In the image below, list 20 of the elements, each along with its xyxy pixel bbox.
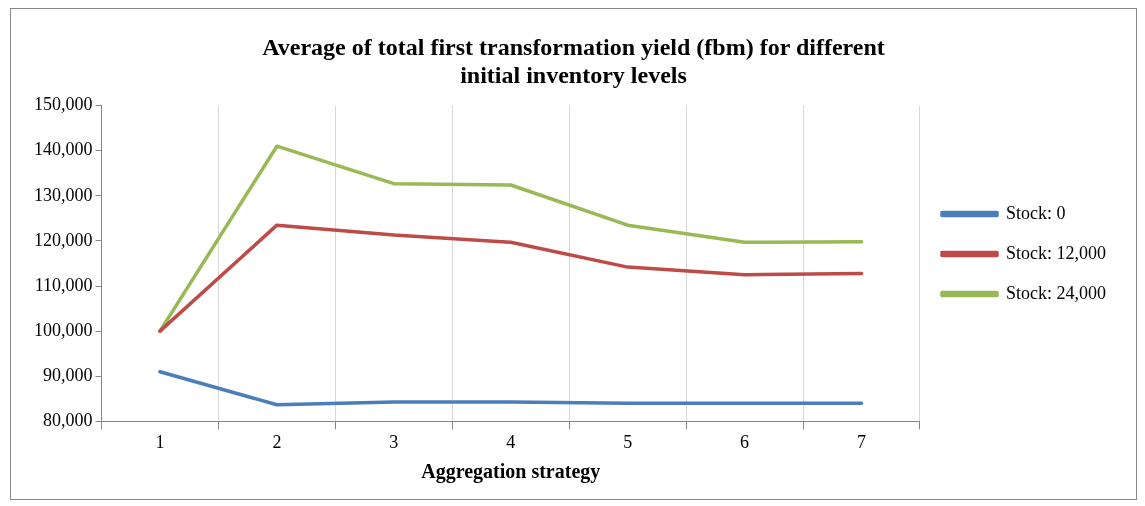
legend-label: Stock: 12,000 <box>1006 242 1107 263</box>
x-tick-label: 3 <box>389 431 399 452</box>
x-tick-label: 2 <box>272 431 282 452</box>
y-tick-label: 80,000 <box>43 410 93 431</box>
legend-label: Stock: 0 <box>1006 202 1066 223</box>
y-tick-label: 100,000 <box>34 319 93 340</box>
legend-label: Stock: 24,000 <box>1006 282 1107 303</box>
x-axis-title: Aggregation strategy <box>421 460 601 484</box>
y-tick-label: 90,000 <box>43 365 93 386</box>
x-tick-label: 1 <box>155 431 165 452</box>
x-tick-label: 7 <box>857 431 867 452</box>
y-tick-label: 120,000 <box>34 229 93 250</box>
chart-title: Average of total first transformation yield (fbm) for different initial inventory levels <box>262 33 885 89</box>
y-tick-label: 140,000 <box>34 139 93 160</box>
x-tick-label: 4 <box>506 431 516 452</box>
x-tick-label: 5 <box>623 431 633 452</box>
y-tick-label: 110,000 <box>34 274 93 295</box>
y-tick-label: 130,000 <box>34 184 93 205</box>
y-tick-label: 150,000 <box>34 94 93 115</box>
x-tick-label: 6 <box>740 431 750 452</box>
